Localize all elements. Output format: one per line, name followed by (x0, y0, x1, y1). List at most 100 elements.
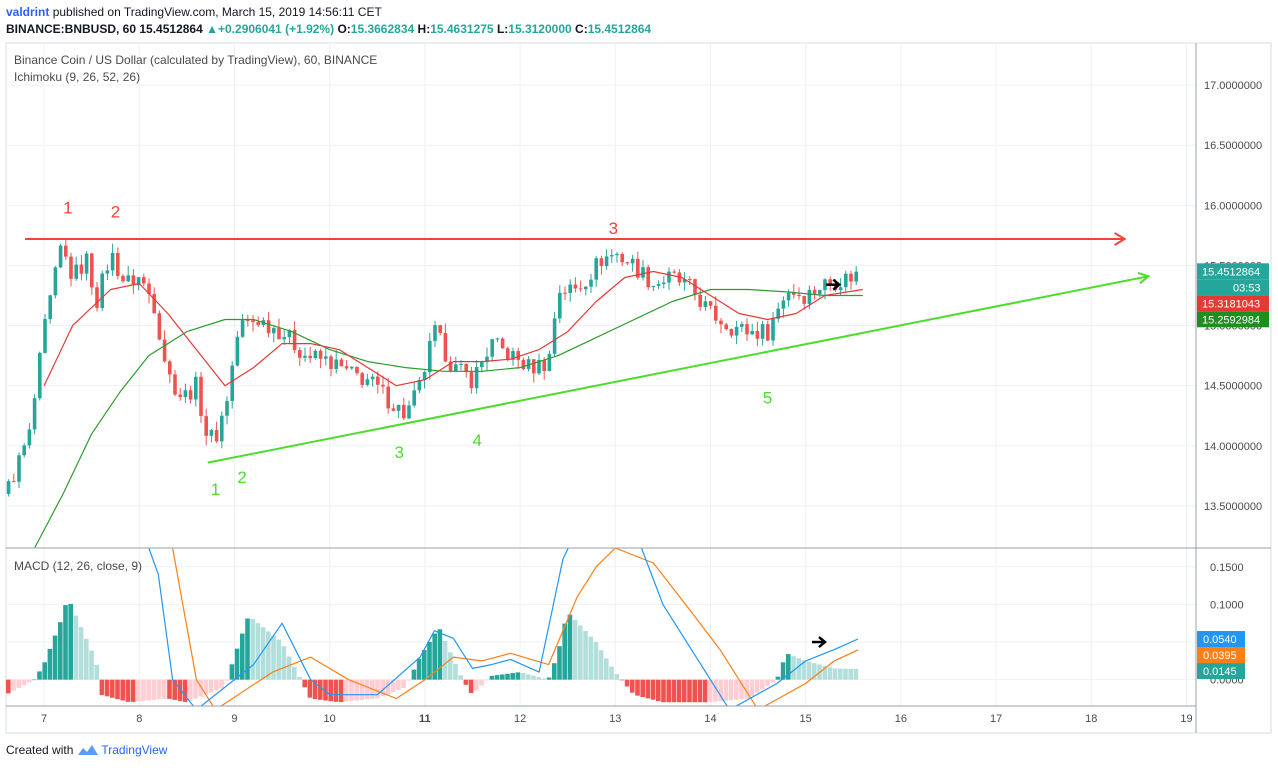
chart-frame (5, 42, 1272, 734)
macd-histogram-bar (552, 663, 557, 680)
candle-body (594, 258, 598, 280)
price-badge (1197, 295, 1269, 312)
tradingview-logo-icon (78, 745, 99, 755)
candle-body (511, 351, 515, 360)
candle-body (766, 324, 770, 341)
macd-histogram-bar (843, 668, 848, 680)
price-tick-label: 16.5000000 (1204, 140, 1262, 152)
candle-body (620, 253, 624, 263)
macd-histogram-bar (500, 674, 505, 680)
macd-histogram-bar (734, 679, 739, 700)
candle-body (277, 328, 281, 340)
macd-histogram-bar (453, 663, 458, 680)
price-arrow-icon (826, 278, 842, 291)
candle-body (651, 285, 656, 288)
macd-histogram-bar (588, 636, 593, 680)
macd-histogram-bar (604, 658, 609, 680)
macd-histogram-bar (302, 679, 307, 688)
macd-histogram-bar (739, 679, 744, 700)
macd-histogram-bar (359, 679, 365, 700)
candle-body (849, 273, 853, 282)
macd-histogram-bar (676, 679, 682, 703)
candle-body (350, 366, 354, 369)
candle-body (464, 363, 468, 373)
candle-body (760, 324, 765, 339)
candle-body (750, 331, 754, 335)
author-link[interactable]: valdrint (6, 5, 50, 19)
macd-histogram-bar (432, 633, 437, 680)
candle-body (329, 356, 333, 370)
macd-histogram-bar (401, 679, 406, 688)
candle-body (844, 273, 848, 288)
support-touch-label: 2 (237, 468, 246, 487)
x-tick-label: 17 (990, 713, 1002, 725)
macd-histogram-bar (442, 640, 448, 680)
macd-histogram-bar (692, 679, 697, 703)
tradingview-link[interactable]: TradingView (101, 743, 168, 757)
macd-histogram-bar (255, 623, 261, 680)
close-value: 15.4512864 (587, 22, 652, 36)
macd-histogram-bar (323, 679, 328, 701)
macd-histogram-bar (245, 618, 250, 680)
x-tick-label: 10 (324, 713, 336, 725)
macd-histogram-bar (832, 668, 838, 680)
candle-body (625, 262, 630, 264)
macd-histogram-bar (635, 679, 640, 696)
macd-histogram-bar (656, 679, 661, 702)
open-value: 15.3662834 (350, 22, 415, 36)
x-tick-label: 18 (1085, 713, 1097, 725)
macd-histogram-bar (567, 614, 573, 680)
macd-histogram-bar (234, 648, 240, 680)
candle-body (558, 292, 562, 319)
candle-body (729, 329, 734, 336)
candle-body (610, 255, 614, 257)
candle-body (272, 328, 276, 334)
macd-histogram-bar (494, 675, 500, 680)
chart-title: Binance Coin / US Dollar (calculated by … (14, 53, 377, 67)
candle-body (443, 333, 448, 362)
x-tick-label: 7 (41, 713, 47, 725)
macd-histogram-bar (162, 679, 167, 699)
candle-body (781, 300, 786, 309)
candle-body (370, 376, 375, 380)
ma-slow-line (34, 288, 863, 549)
candle-body (776, 308, 780, 319)
candle-body (183, 390, 188, 398)
macd-histogram-bar (73, 615, 79, 680)
macd-histogram-bar (136, 679, 141, 702)
candle-body (376, 376, 380, 385)
macd-histogram-bar (11, 679, 16, 691)
publish-text: published on TradingView.com, March 15, … (52, 5, 382, 19)
macd-histogram-bar (16, 679, 21, 688)
candle-body (812, 289, 817, 295)
macd-histogram-bar (687, 679, 692, 703)
x-tick-label: 11 (419, 713, 431, 725)
macd-histogram-bar (120, 679, 125, 701)
candle-body (599, 258, 604, 267)
macd-histogram-bar (63, 605, 68, 680)
macd-histogram-bar (510, 673, 515, 680)
macd-histogram-bar (645, 679, 651, 699)
last-price: 15.4512864 (139, 22, 203, 36)
macd-histogram-bar (468, 679, 474, 694)
resistance-arrowhead (1114, 232, 1127, 246)
candle-body (662, 282, 666, 285)
macd-histogram-bar (297, 677, 302, 680)
macd-histogram-bar (827, 667, 833, 680)
candle-body (334, 359, 338, 370)
macd-histogram-bar (848, 668, 853, 680)
x-tick-label: 8 (136, 713, 142, 725)
candle-body (682, 279, 687, 283)
macd-histogram-bar (572, 620, 578, 680)
macd-histogram-bar (702, 679, 708, 703)
support-touch-label: 5 (763, 389, 772, 408)
created-with-text: Created with (6, 743, 74, 757)
candle-body (578, 288, 583, 290)
price-badge-label: 03:53 (1233, 282, 1261, 294)
candle-body (126, 275, 130, 282)
macd-pane[interactable] (6, 529, 859, 710)
macd-histogram-bar (224, 679, 229, 681)
candle-body (755, 331, 760, 339)
